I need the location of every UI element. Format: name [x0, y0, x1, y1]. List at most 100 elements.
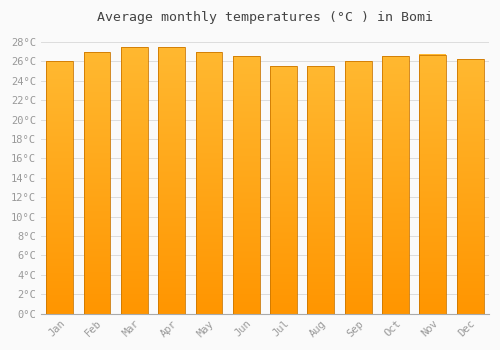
Bar — [457, 171, 483, 173]
Bar — [308, 191, 334, 193]
Bar — [382, 310, 409, 311]
Bar — [46, 113, 73, 114]
Bar — [420, 234, 446, 236]
Bar — [382, 182, 409, 184]
Bar — [457, 297, 483, 299]
Bar — [46, 153, 73, 155]
Bar — [345, 119, 372, 121]
Bar — [345, 61, 372, 314]
Bar — [345, 276, 372, 277]
Bar — [308, 198, 334, 200]
Bar — [196, 72, 222, 74]
Bar — [345, 274, 372, 276]
Bar — [308, 179, 334, 180]
Bar — [270, 192, 297, 194]
Bar — [420, 161, 446, 162]
Bar — [420, 199, 446, 201]
Bar — [382, 89, 409, 90]
Bar — [420, 302, 446, 303]
Bar — [233, 275, 260, 276]
Bar — [158, 51, 185, 52]
Bar — [233, 149, 260, 150]
Bar — [420, 55, 446, 314]
Bar — [84, 159, 110, 160]
Bar — [84, 301, 110, 302]
Bar — [420, 262, 446, 263]
Bar — [345, 247, 372, 248]
Bar — [196, 238, 222, 239]
Bar — [308, 210, 334, 211]
Bar — [382, 207, 409, 208]
Bar — [420, 237, 446, 239]
Bar — [420, 155, 446, 157]
Bar — [420, 152, 446, 153]
Bar — [84, 122, 110, 124]
Bar — [121, 59, 148, 60]
Bar — [46, 152, 73, 153]
Bar — [420, 201, 446, 202]
Bar — [84, 160, 110, 162]
Bar — [457, 121, 483, 123]
Bar — [84, 103, 110, 104]
Bar — [420, 260, 446, 262]
Bar — [270, 310, 297, 311]
Bar — [270, 294, 297, 295]
Bar — [270, 269, 297, 271]
Bar — [308, 113, 334, 114]
Bar — [84, 224, 110, 226]
Bar — [46, 181, 73, 182]
Bar — [382, 190, 409, 191]
Bar — [84, 264, 110, 265]
Bar — [233, 142, 260, 144]
Bar — [233, 199, 260, 201]
Bar — [345, 127, 372, 128]
Bar — [196, 178, 222, 180]
Bar — [121, 117, 148, 119]
Bar — [121, 311, 148, 312]
Bar — [121, 291, 148, 292]
Bar — [382, 247, 409, 248]
Bar — [158, 80, 185, 82]
Bar — [158, 203, 185, 204]
Bar — [121, 49, 148, 51]
Bar — [84, 196, 110, 197]
Bar — [84, 272, 110, 273]
Bar — [345, 282, 372, 284]
Bar — [46, 205, 73, 206]
Bar — [46, 258, 73, 259]
Bar — [457, 270, 483, 272]
Bar — [158, 224, 185, 226]
Bar — [84, 116, 110, 117]
Bar — [121, 168, 148, 169]
Bar — [308, 231, 334, 232]
Bar — [46, 117, 73, 118]
Bar — [84, 75, 110, 77]
Bar — [270, 177, 297, 179]
Bar — [270, 219, 297, 221]
Bar — [84, 210, 110, 211]
Bar — [196, 150, 222, 151]
Bar — [308, 66, 334, 68]
Bar — [308, 307, 334, 309]
Bar — [196, 241, 222, 243]
Bar — [420, 62, 446, 64]
Bar — [46, 268, 73, 270]
Bar — [158, 161, 185, 163]
Bar — [196, 52, 222, 314]
Bar — [308, 280, 334, 281]
Bar — [420, 303, 446, 304]
Bar — [196, 197, 222, 198]
Bar — [345, 203, 372, 204]
Bar — [46, 194, 73, 195]
Bar — [84, 270, 110, 272]
Bar — [46, 108, 73, 109]
Bar — [270, 284, 297, 285]
Bar — [308, 184, 334, 185]
Bar — [345, 177, 372, 179]
Bar — [84, 141, 110, 142]
Bar — [420, 292, 446, 293]
Bar — [308, 78, 334, 80]
Bar — [196, 311, 222, 313]
Bar — [345, 80, 372, 82]
Bar — [46, 197, 73, 199]
